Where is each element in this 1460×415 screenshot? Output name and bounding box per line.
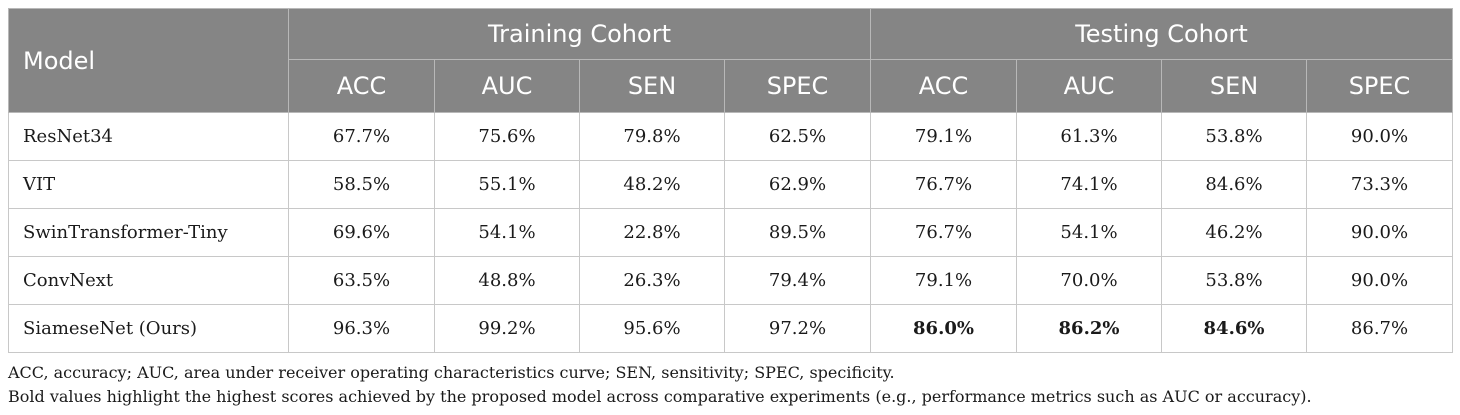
results-table-container: Model Training Cohort Testing Cohort ACC… xyxy=(8,8,1454,353)
table-header: Model Training Cohort Testing Cohort ACC… xyxy=(8,8,1454,113)
metric-value-cell: 61.3% xyxy=(1016,112,1163,161)
metric-value-cell: 79.1% xyxy=(870,112,1018,161)
metric-header-test-spec: SPEC xyxy=(1306,59,1454,113)
abbreviation-note: ACC, accuracy; AUC, area under receiver … xyxy=(8,363,895,382)
metric-value-cell: 26.3% xyxy=(579,256,725,305)
metric-value-cell: 48.2% xyxy=(579,160,725,209)
metric-value-cell: 70.0% xyxy=(1016,256,1163,305)
metric-value-cell: 79.1% xyxy=(870,256,1018,305)
metric-value-cell: 55.1% xyxy=(434,160,580,209)
metric-value-cell: 97.2% xyxy=(723,304,872,353)
metric-value-cell: 76.7% xyxy=(870,160,1018,209)
table-row: VIT 58.5% 55.1% 48.2% 62.9% 76.7% 74.1% 84.6% 73… xyxy=(8,160,1454,209)
metric-value-cell: 67.7% xyxy=(288,112,435,161)
metric-value-cell: 90.0% xyxy=(1306,208,1454,257)
metric-value-cell: 46.2% xyxy=(1161,208,1308,257)
table-row: SwinTransformer-Tiny 69.6% 54.1% 22.8% 89.5%… xyxy=(8,208,1454,257)
metric-value-cell: 74.1% xyxy=(1016,160,1163,209)
table-footnotes: ACC, accuracy; AUC, area under receiver … xyxy=(8,361,1312,409)
metric-header-train-spec: SPEC xyxy=(723,59,872,113)
metric-value-cell: 62.9% xyxy=(723,160,872,209)
results-table: Model Training Cohort Testing Cohort ACC… xyxy=(8,8,1454,353)
metric-value-cell: 99.2% xyxy=(434,304,580,353)
metric-value-cell: 79.8% xyxy=(579,112,725,161)
metric-value-cell: 63.5% xyxy=(288,256,435,305)
metric-value-cell: 73.3% xyxy=(1306,160,1454,209)
metric-value-cell: 86.7% xyxy=(1306,304,1454,353)
metric-value-cell: 53.8% xyxy=(1161,256,1308,305)
model-name-cell: SwinTransformer-Tiny xyxy=(8,208,289,257)
metric-value-cell: 54.1% xyxy=(1016,208,1163,257)
metric-value-cell: 86.2% xyxy=(1016,304,1163,353)
metric-value-cell: 96.3% xyxy=(288,304,435,353)
metric-header-test-sen: SEN xyxy=(1161,59,1308,113)
metric-value-cell: 58.5% xyxy=(288,160,435,209)
bold-values-note: Bold values highlight the highest scores… xyxy=(8,387,1312,406)
metric-value-cell: 90.0% xyxy=(1306,256,1454,305)
model-column-header: Model xyxy=(8,8,289,113)
model-name-cell: ResNet34 xyxy=(8,112,289,161)
metric-value-cell: 53.8% xyxy=(1161,112,1308,161)
testing-cohort-header: Testing Cohort xyxy=(870,8,1454,60)
table-row: SiameseNet (Ours) 96.3% 99.2% 95.6% 97.2% 86.… xyxy=(8,304,1454,353)
metric-value-cell: 54.1% xyxy=(434,208,580,257)
metric-value-cell: 86.0% xyxy=(870,304,1018,353)
metric-header-train-auc: AUC xyxy=(434,59,580,113)
metric-value-cell: 69.6% xyxy=(288,208,435,257)
metric-header-test-acc: ACC xyxy=(870,59,1018,113)
metric-header-train-acc: ACC xyxy=(288,59,435,113)
table-body: ResNet34 67.7% 75.6% 79.8% 62.5% 79.1% 61.3% 53… xyxy=(8,112,1454,353)
training-cohort-header: Training Cohort xyxy=(287,8,872,60)
metric-header-test-auc: AUC xyxy=(1016,59,1163,113)
metric-value-cell: 84.6% xyxy=(1161,304,1308,353)
table-row: ResNet34 67.7% 75.6% 79.8% 62.5% 79.1% 61.3% 53… xyxy=(8,112,1454,161)
metric-value-cell: 89.5% xyxy=(723,208,872,257)
metric-value-cell: 62.5% xyxy=(723,112,872,161)
metric-value-cell: 75.6% xyxy=(434,112,580,161)
metric-value-cell: 95.6% xyxy=(579,304,725,353)
metric-value-cell: 90.0% xyxy=(1306,112,1454,161)
metric-value-cell: 48.8% xyxy=(434,256,580,305)
model-name-cell: VIT xyxy=(8,160,289,209)
group-header-row: Model Training Cohort Testing Cohort xyxy=(8,8,1454,113)
metric-value-cell: 76.7% xyxy=(870,208,1018,257)
metric-header-row: ACC AUC SEN SPEC ACC AUC SEN SPEC xyxy=(9,59,1454,113)
table-row: ConvNext 63.5% 48.8% 26.3% 79.4% 79.1% 70.0% 53… xyxy=(8,256,1454,305)
model-name-cell: SiameseNet (Ours) xyxy=(8,304,289,353)
model-name-cell: ConvNext xyxy=(8,256,289,305)
metric-value-cell: 84.6% xyxy=(1161,160,1308,209)
metric-header-train-sen: SEN xyxy=(579,59,725,113)
metric-value-cell: 79.4% xyxy=(723,256,872,305)
metric-value-cell: 22.8% xyxy=(579,208,725,257)
